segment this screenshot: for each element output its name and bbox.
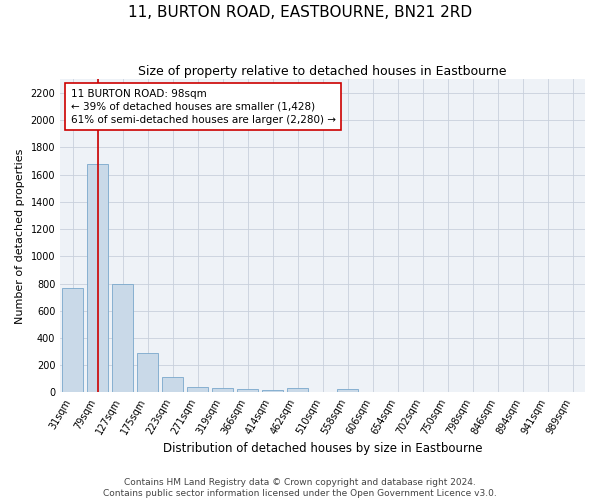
Bar xyxy=(262,390,283,392)
Bar xyxy=(287,388,308,392)
Bar xyxy=(337,388,358,392)
Title: Size of property relative to detached houses in Eastbourne: Size of property relative to detached ho… xyxy=(139,65,507,78)
Text: 11 BURTON ROAD: 98sqm
← 39% of detached houses are smaller (1,428)
61% of semi-d: 11 BURTON ROAD: 98sqm ← 39% of detached … xyxy=(71,88,335,125)
Bar xyxy=(212,388,233,392)
Bar xyxy=(112,284,133,393)
Bar xyxy=(187,387,208,392)
X-axis label: Distribution of detached houses by size in Eastbourne: Distribution of detached houses by size … xyxy=(163,442,482,455)
Bar xyxy=(87,164,108,392)
Bar xyxy=(162,377,183,392)
Text: Contains HM Land Registry data © Crown copyright and database right 2024.
Contai: Contains HM Land Registry data © Crown c… xyxy=(103,478,497,498)
Bar xyxy=(137,353,158,393)
Text: 11, BURTON ROAD, EASTBOURNE, BN21 2RD: 11, BURTON ROAD, EASTBOURNE, BN21 2RD xyxy=(128,5,472,20)
Bar xyxy=(237,389,258,392)
Y-axis label: Number of detached properties: Number of detached properties xyxy=(15,148,25,324)
Bar xyxy=(62,288,83,393)
